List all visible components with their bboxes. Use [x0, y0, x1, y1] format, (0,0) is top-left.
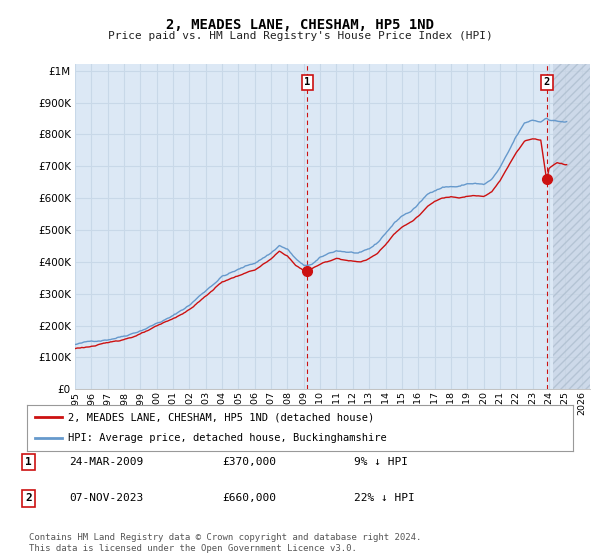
Bar: [553, 64, 590, 389]
Text: 2, MEADES LANE, CHESHAM, HP5 1ND (detached house): 2, MEADES LANE, CHESHAM, HP5 1ND (detach…: [68, 412, 374, 422]
Text: £660,000: £660,000: [222, 493, 276, 503]
Text: 2: 2: [544, 77, 550, 87]
Text: 2, MEADES LANE, CHESHAM, HP5 1ND: 2, MEADES LANE, CHESHAM, HP5 1ND: [166, 18, 434, 32]
Text: Contains HM Land Registry data © Crown copyright and database right 2024.
This d: Contains HM Land Registry data © Crown c…: [29, 533, 421, 553]
Text: 1: 1: [304, 77, 311, 87]
Text: £370,000: £370,000: [222, 457, 276, 467]
Text: 24-MAR-2009: 24-MAR-2009: [69, 457, 143, 467]
Text: 2: 2: [25, 493, 32, 503]
Text: 9% ↓ HPI: 9% ↓ HPI: [354, 457, 408, 467]
Text: 1: 1: [25, 457, 32, 467]
Text: 07-NOV-2023: 07-NOV-2023: [69, 493, 143, 503]
Text: Price paid vs. HM Land Registry's House Price Index (HPI): Price paid vs. HM Land Registry's House …: [107, 31, 493, 41]
Text: 22% ↓ HPI: 22% ↓ HPI: [354, 493, 415, 503]
Text: HPI: Average price, detached house, Buckinghamshire: HPI: Average price, detached house, Buck…: [68, 433, 387, 444]
